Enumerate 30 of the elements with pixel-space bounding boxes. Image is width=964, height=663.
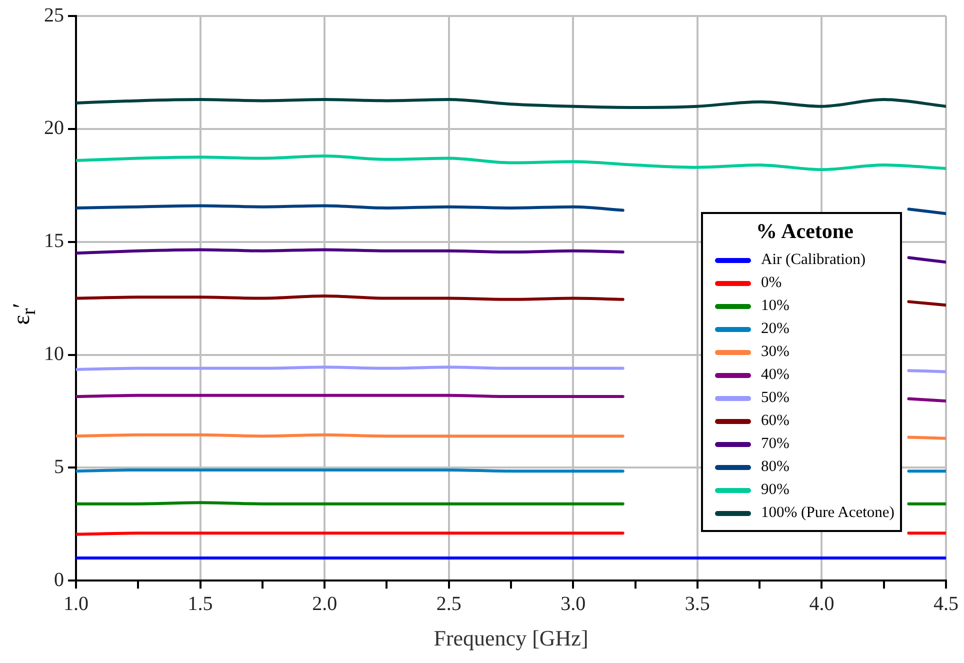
legend-label: 30% — [761, 343, 790, 362]
y-tick-label: 0 — [54, 568, 64, 591]
y-tick-label: 5 — [54, 456, 64, 478]
x-tick-label: 1.0 — [64, 592, 88, 615]
x-tick-label: 3.0 — [560, 592, 586, 615]
legend-label: 0% — [761, 274, 782, 292]
y-tick-label: 25 — [44, 4, 64, 26]
legend-label: 40% — [761, 366, 790, 384]
legend-label: Air (Calibration) — [761, 251, 866, 270]
x-tick-label: 2.0 — [312, 592, 338, 615]
legend-label: 20% — [761, 320, 790, 338]
legend-label: 100% (Pure Acetone) — [761, 504, 894, 522]
legend-label: 50% — [761, 389, 790, 408]
y-tick-label: 10 — [44, 343, 64, 366]
legend-label: 60% — [761, 412, 790, 430]
line-series — [76, 154, 946, 172]
legend-label: 80% — [761, 458, 790, 476]
legend-label: 10% — [761, 297, 790, 316]
legend-label: 70% — [761, 435, 790, 454]
x-tick-label: 2.5 — [436, 592, 462, 615]
x-tick-label: 1.5 — [188, 592, 213, 615]
x-axis-title: Frequency [GHz] — [434, 626, 588, 651]
x-tick-label: 3.5 — [684, 592, 710, 615]
line-series — [76, 98, 946, 109]
legend-label: 90% — [761, 481, 790, 500]
x-tick-label: 4.0 — [809, 592, 834, 615]
y-tick-label: 20 — [44, 117, 64, 140]
y-tick-label: 15 — [44, 230, 64, 252]
legend-title: % Acetone — [755, 218, 854, 244]
x-tick-label: 4.5 — [934, 592, 958, 615]
